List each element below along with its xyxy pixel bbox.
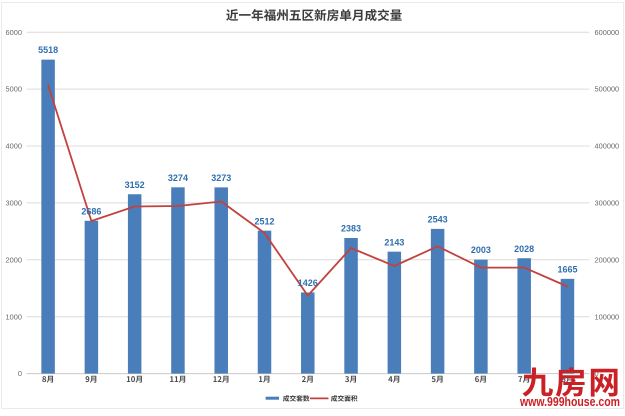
- svg-text:1426: 1426: [298, 278, 318, 288]
- svg-text:400000: 400000: [595, 142, 620, 151]
- svg-text:100000: 100000: [595, 312, 620, 321]
- svg-text:2003: 2003: [471, 245, 491, 255]
- svg-text:1665: 1665: [557, 264, 577, 274]
- svg-text:3274: 3274: [168, 173, 188, 183]
- svg-text:1000: 1000: [6, 312, 22, 321]
- svg-text:200000: 200000: [595, 255, 620, 264]
- svg-text:2383: 2383: [341, 224, 361, 234]
- svg-text:2686: 2686: [81, 206, 101, 216]
- svg-text:4000: 4000: [6, 142, 22, 151]
- svg-text:www.999house.com: www.999house.com: [519, 394, 620, 409]
- svg-text:2543: 2543: [428, 215, 448, 225]
- svg-text:300000: 300000: [595, 199, 620, 208]
- svg-text:2143: 2143: [384, 237, 404, 247]
- svg-text:3000: 3000: [6, 199, 22, 208]
- svg-text:5000: 5000: [6, 85, 22, 94]
- svg-text:6000: 6000: [6, 28, 22, 37]
- svg-text:500000: 500000: [595, 85, 620, 94]
- svg-text:0: 0: [595, 369, 599, 378]
- svg-text:5518: 5518: [38, 45, 58, 55]
- svg-text:600000: 600000: [595, 28, 620, 37]
- svg-text:3273: 3273: [211, 173, 231, 183]
- svg-text:3152: 3152: [125, 180, 145, 190]
- svg-text:2512: 2512: [254, 216, 274, 226]
- svg-text:2028: 2028: [514, 244, 534, 254]
- svg-text:2000: 2000: [6, 255, 22, 264]
- svg-text:0: 0: [18, 369, 22, 378]
